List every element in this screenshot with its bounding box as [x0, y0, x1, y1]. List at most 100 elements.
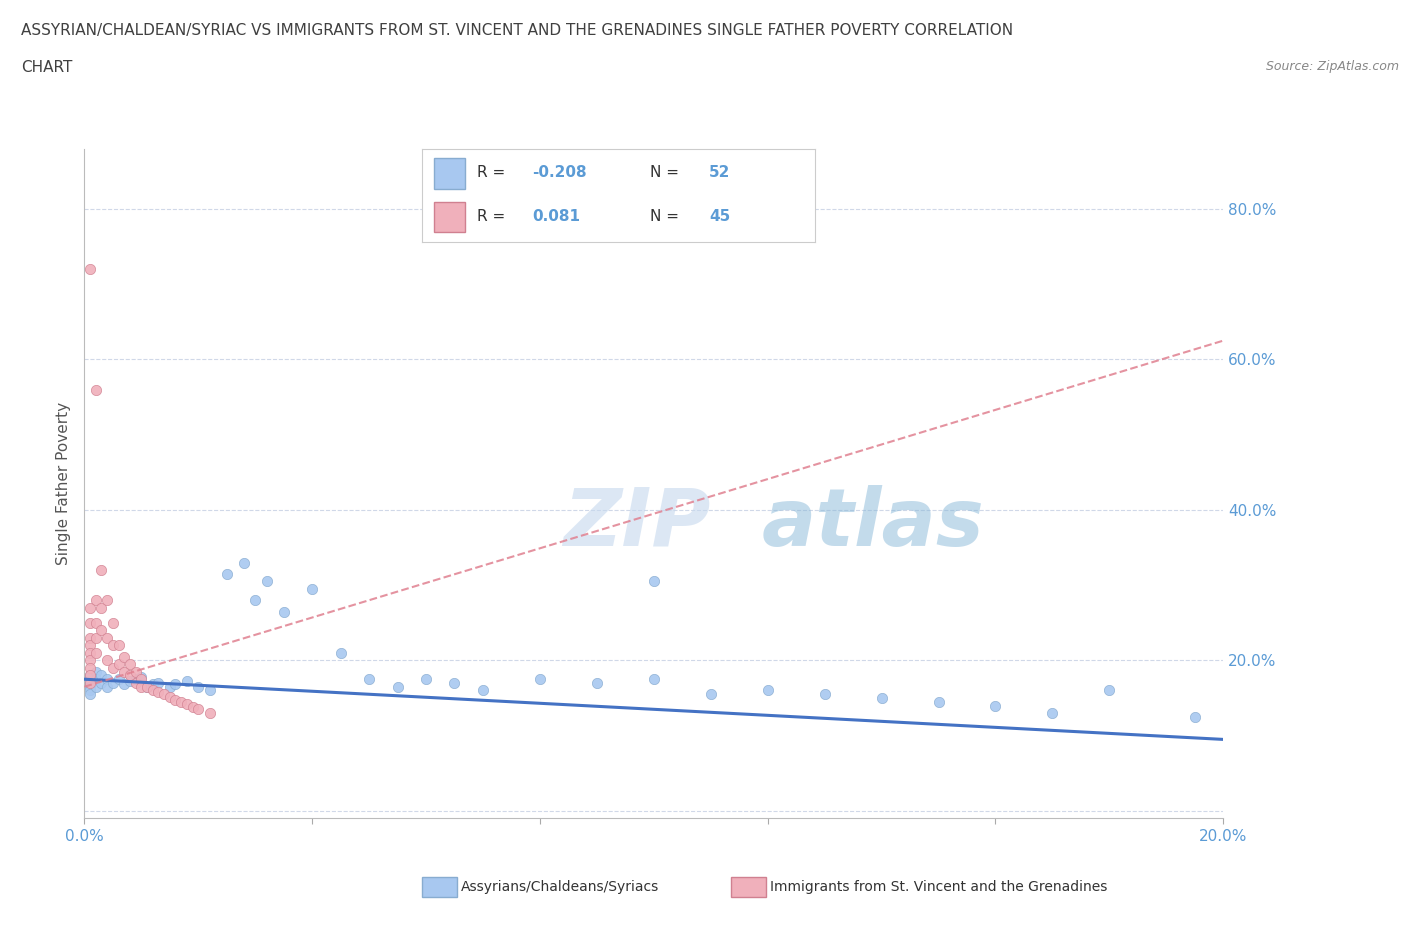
Point	[1042, 706, 1064, 721]
Point	[1098, 683, 1121, 698]
Text: ASSYRIAN/CHALDEAN/SYRIAC VS IMMIGRANTS FROM ST. VINCENT AND THE GRENADINES SINGL: ASSYRIAN/CHALDEAN/SYRIAC VS IMMIGRANTS F…	[21, 23, 1014, 38]
Point	[84, 671, 107, 686]
Point	[101, 675, 124, 690]
Point	[79, 631, 101, 645]
Point	[159, 679, 181, 694]
Text: R =: R =	[477, 208, 510, 224]
Point	[101, 638, 124, 653]
Point	[79, 687, 101, 702]
Point	[273, 604, 295, 619]
Point	[112, 664, 135, 679]
Point	[84, 679, 107, 694]
Point	[814, 687, 837, 702]
Point	[529, 671, 551, 686]
Text: atlas: atlas	[762, 485, 984, 563]
Point	[79, 600, 101, 615]
Point	[165, 692, 187, 707]
Point	[232, 555, 254, 570]
Point	[107, 671, 129, 686]
Point	[159, 689, 181, 704]
Point	[90, 563, 112, 578]
Point	[79, 675, 101, 690]
Text: -0.208: -0.208	[531, 165, 586, 180]
Point	[443, 675, 465, 690]
Text: 52: 52	[709, 165, 731, 180]
Point	[90, 675, 112, 690]
Point	[198, 683, 221, 698]
Point	[90, 623, 112, 638]
Point	[79, 679, 101, 694]
Point	[107, 657, 129, 671]
Point	[928, 695, 950, 710]
Point	[870, 691, 893, 706]
Point	[112, 677, 135, 692]
Point	[79, 638, 101, 653]
Point	[700, 687, 723, 702]
Point	[142, 683, 165, 698]
Point	[643, 574, 665, 589]
Point	[79, 261, 101, 276]
Point	[118, 674, 141, 689]
Point	[131, 671, 153, 686]
Point	[124, 671, 146, 686]
Point	[90, 668, 112, 683]
Text: N =: N =	[650, 165, 683, 180]
Point	[756, 683, 779, 698]
Point	[256, 574, 278, 589]
Point	[136, 679, 159, 694]
Point	[96, 592, 118, 607]
Text: 45: 45	[709, 208, 731, 224]
Point	[215, 566, 238, 581]
Point	[118, 657, 141, 671]
Point	[112, 649, 135, 664]
Point	[148, 675, 170, 690]
Point	[96, 671, 118, 686]
Point	[131, 670, 153, 684]
Point	[84, 664, 107, 679]
Point	[136, 679, 159, 694]
Text: Source: ZipAtlas.com: Source: ZipAtlas.com	[1265, 60, 1399, 73]
Point	[84, 616, 107, 631]
Point	[84, 631, 107, 645]
Point	[170, 695, 193, 710]
FancyBboxPatch shape	[433, 158, 465, 189]
Point	[90, 600, 112, 615]
Point	[387, 679, 409, 694]
Point	[84, 645, 107, 660]
Point	[101, 616, 124, 631]
Point	[79, 660, 101, 675]
Point	[131, 679, 153, 694]
Point	[1184, 710, 1206, 724]
Point	[96, 631, 118, 645]
Point	[176, 674, 198, 689]
Point	[176, 697, 198, 711]
Point	[124, 664, 146, 679]
Point	[301, 581, 323, 596]
Point	[79, 683, 101, 698]
Point	[148, 684, 170, 699]
Point	[415, 671, 437, 686]
Point	[472, 683, 495, 698]
Point	[79, 671, 101, 686]
Point	[187, 702, 209, 717]
Point	[245, 592, 267, 607]
Text: ZIP: ZIP	[562, 485, 710, 563]
Point	[165, 677, 187, 692]
Point	[107, 638, 129, 653]
Point	[187, 679, 209, 694]
Point	[142, 677, 165, 692]
Point	[96, 653, 118, 668]
Point	[643, 671, 665, 686]
Point	[96, 679, 118, 694]
Point	[181, 699, 204, 714]
Point	[84, 592, 107, 607]
Point	[329, 645, 352, 660]
Point	[79, 616, 101, 631]
Point	[79, 653, 101, 668]
Point	[153, 687, 176, 702]
Point	[984, 698, 1007, 713]
Point	[118, 668, 141, 683]
Point	[198, 706, 221, 721]
Y-axis label: Single Father Poverty: Single Father Poverty	[56, 402, 72, 565]
Point	[79, 668, 101, 683]
